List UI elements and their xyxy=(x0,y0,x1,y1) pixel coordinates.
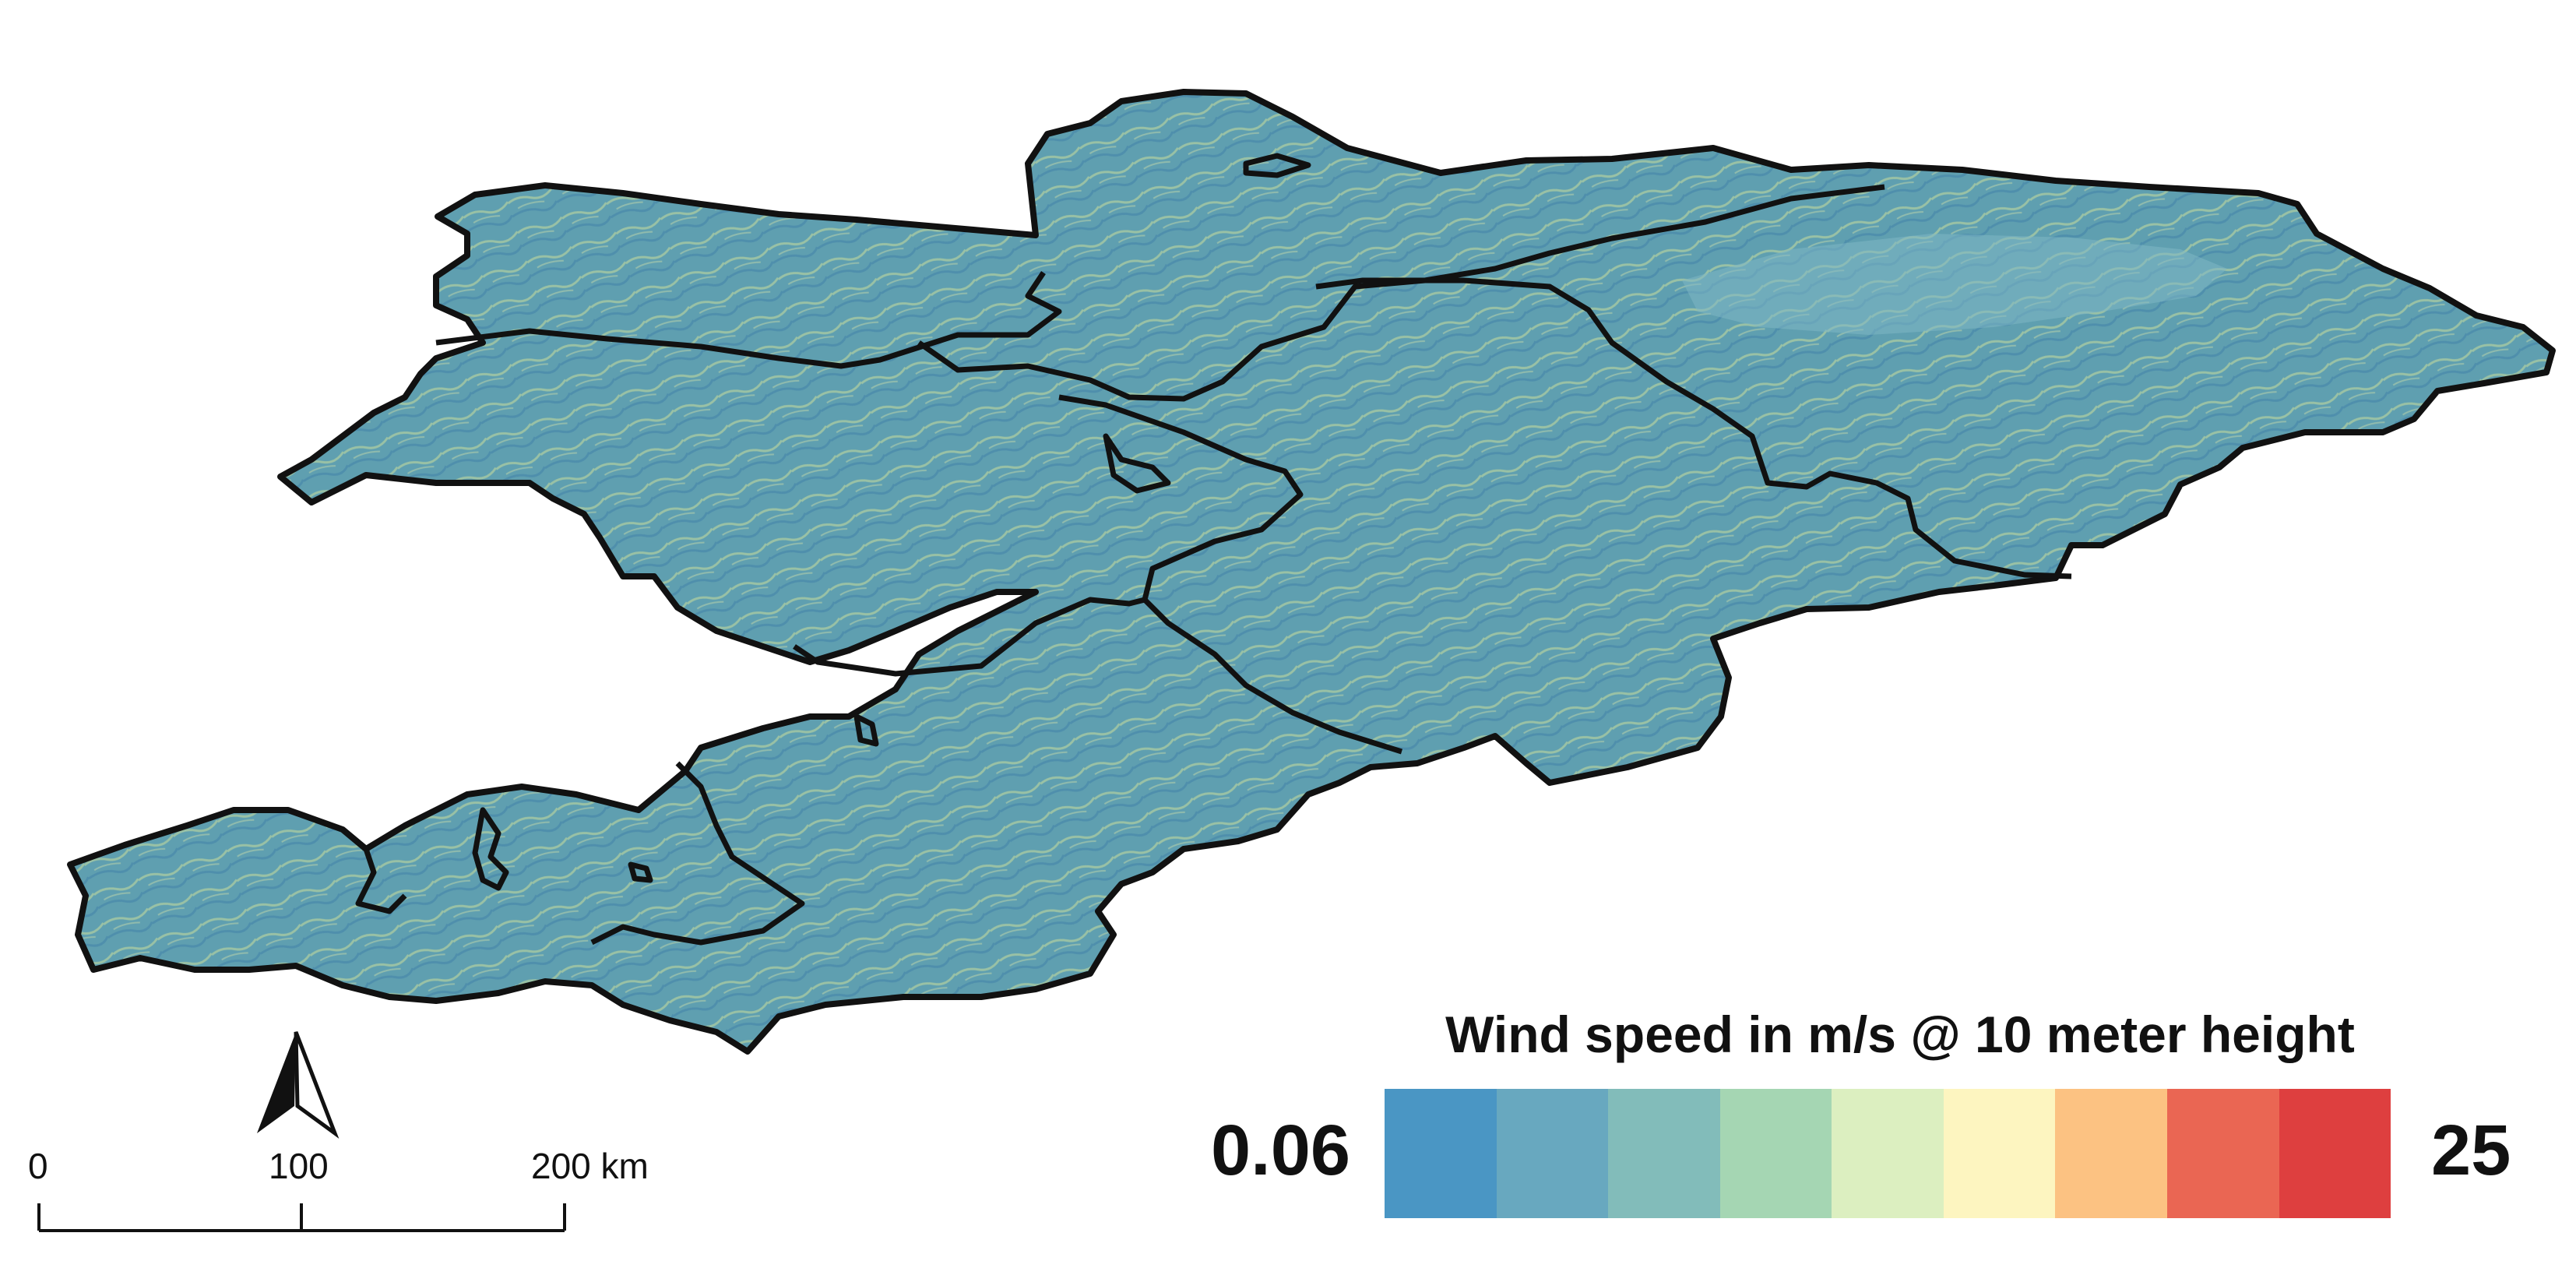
region-borders xyxy=(340,153,2072,946)
legend-min-label: 0.06 xyxy=(1211,1111,1351,1190)
scale-label-100: 100 xyxy=(269,1146,329,1186)
legend-color-bar xyxy=(1385,1089,2391,1218)
legend-swatch-2 xyxy=(1496,1089,1609,1218)
legend-swatch-4 xyxy=(1719,1089,1832,1218)
legend-title: Wind speed in m/s @ 10 meter height xyxy=(1445,1006,2355,1063)
legend-swatch-6 xyxy=(1943,1089,2056,1218)
north-arrow-icon xyxy=(257,1031,340,1139)
legend-max-label: 25 xyxy=(2431,1111,2511,1190)
lake-shape xyxy=(1682,234,2227,335)
legend-swatch-7 xyxy=(2055,1089,2167,1218)
legend-swatch-5 xyxy=(1832,1089,1944,1218)
scale-label-0: 0 xyxy=(28,1146,48,1186)
legend-swatch-9 xyxy=(2279,1089,2391,1218)
scale-label-200: 200 km xyxy=(531,1146,649,1186)
legend-swatch-3 xyxy=(1608,1089,1720,1218)
scale-bar xyxy=(37,1203,566,1232)
legend-swatch-1 xyxy=(1385,1089,1497,1218)
country-shape xyxy=(67,89,2556,1055)
legend-swatch-8 xyxy=(2166,1089,2279,1218)
